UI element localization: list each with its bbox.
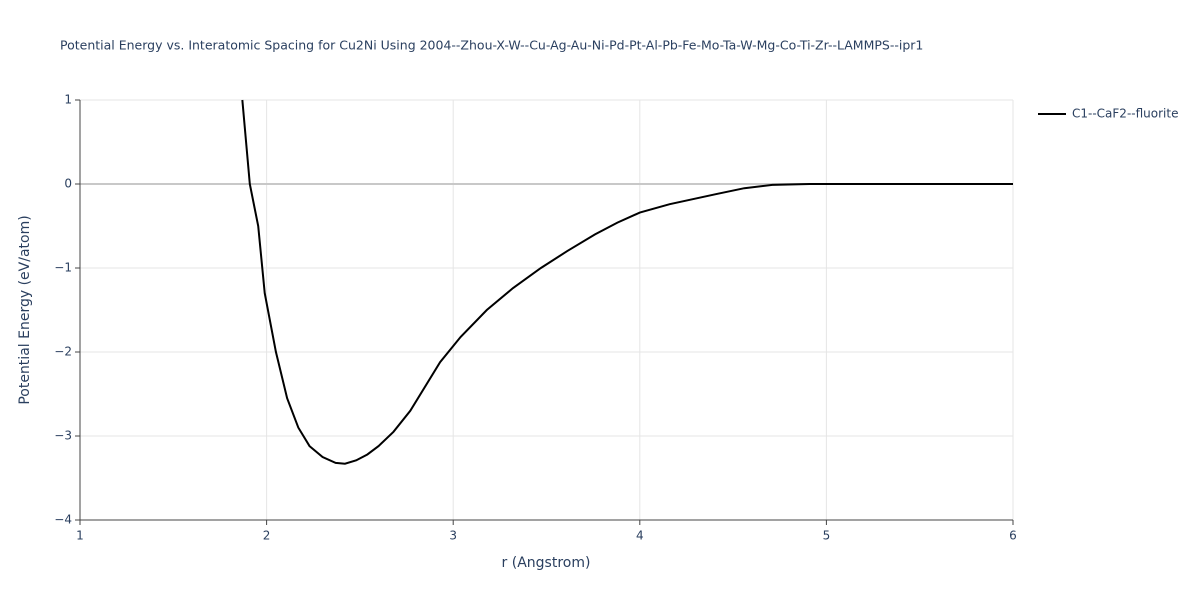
- x-tick-label: 2: [263, 529, 271, 543]
- y-tick-label: 1: [64, 93, 72, 107]
- y-tick-label: −2: [54, 345, 72, 359]
- y-tick-label: 0: [64, 177, 72, 191]
- line: [241, 99, 1013, 465]
- x-tick-label: 5: [823, 529, 831, 543]
- chart-title: Potential Energy vs. Interatomic Spacing…: [60, 38, 923, 53]
- x-tick-label: 6: [1009, 529, 1017, 543]
- y-tick-label: −1: [54, 261, 72, 275]
- x-axis-label: r (Angstrom): [502, 555, 591, 571]
- x-tick-label: 1: [76, 529, 84, 543]
- y-tick-label: −4: [54, 513, 72, 527]
- y-tick-label: −3: [54, 429, 72, 443]
- series: [241, 99, 1013, 465]
- legend-label: C1--CaF2--fluorite: [1072, 107, 1178, 121]
- y-axis-label: Potential Energy (eV/atom): [17, 215, 33, 404]
- x-tick-label: 3: [449, 529, 457, 543]
- x-tick-label: 4: [636, 529, 644, 543]
